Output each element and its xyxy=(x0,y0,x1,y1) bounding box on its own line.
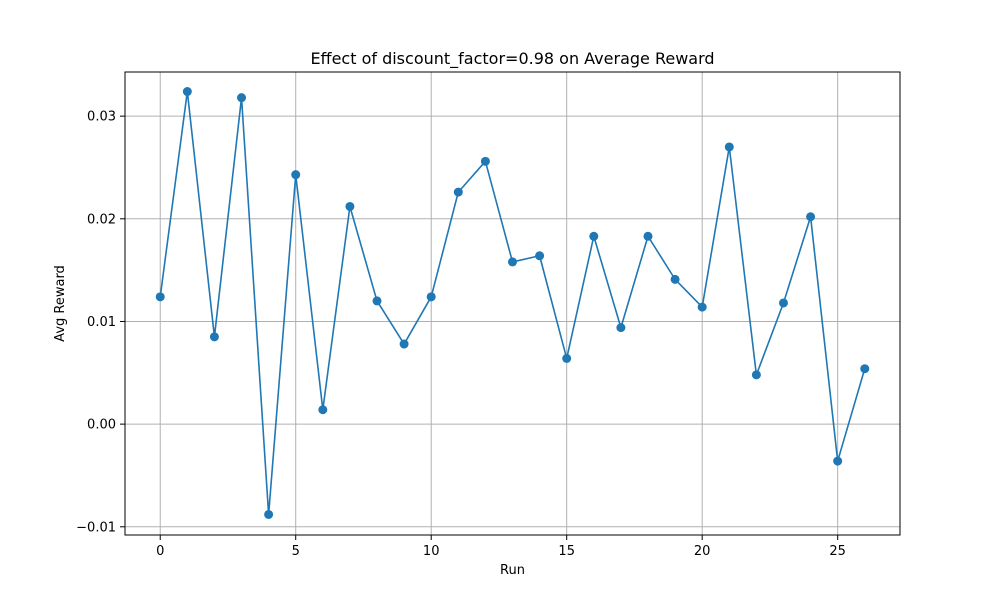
data-point xyxy=(562,353,572,363)
data-point xyxy=(453,187,463,197)
data-point xyxy=(237,93,247,103)
series-layer xyxy=(155,87,870,519)
x-tick-label: 10 xyxy=(423,544,440,559)
data-point xyxy=(291,170,301,180)
y-tick-label: 0.03 xyxy=(87,110,116,125)
x-tick-label: 15 xyxy=(558,544,575,559)
data-point xyxy=(480,156,490,166)
data-point xyxy=(616,323,626,333)
ticks-layer: 0 5 10 15 20 25 −0.01 0.00 0.01 0.02 0.03 xyxy=(76,110,846,559)
data-point xyxy=(860,364,870,374)
x-axis-label: Run xyxy=(500,563,525,578)
data-point xyxy=(535,251,545,261)
data-point xyxy=(209,332,219,342)
data-point xyxy=(426,292,436,302)
x-tick-label: 5 xyxy=(292,544,300,559)
data-point xyxy=(318,405,328,415)
data-point xyxy=(372,296,382,306)
x-tick-label: 20 xyxy=(694,544,711,559)
plot-frame xyxy=(124,71,901,536)
data-point xyxy=(345,201,355,211)
data-point xyxy=(724,142,734,152)
y-axis-label: Avg Reward xyxy=(53,265,68,342)
data-point xyxy=(751,370,761,380)
data-point xyxy=(833,456,843,466)
data-point xyxy=(589,231,599,241)
data-point xyxy=(670,274,680,284)
data-point xyxy=(155,292,165,302)
chart-title: Effect of discount_factor=0.98 on Averag… xyxy=(310,49,714,69)
data-point xyxy=(264,509,274,519)
x-tick-label: 25 xyxy=(829,544,846,559)
data-point xyxy=(806,212,816,222)
x-tick-label: 0 xyxy=(156,544,164,559)
y-tick-label: −0.01 xyxy=(76,520,116,535)
y-tick-label: 0.00 xyxy=(87,418,116,433)
y-tick-label: 0.01 xyxy=(87,315,116,330)
data-point xyxy=(399,339,409,349)
data-point xyxy=(508,257,517,267)
data-point xyxy=(778,298,788,308)
data-point xyxy=(643,231,653,241)
y-tick-label: 0.02 xyxy=(87,212,116,227)
data-point xyxy=(697,302,707,312)
data-point xyxy=(182,87,192,97)
